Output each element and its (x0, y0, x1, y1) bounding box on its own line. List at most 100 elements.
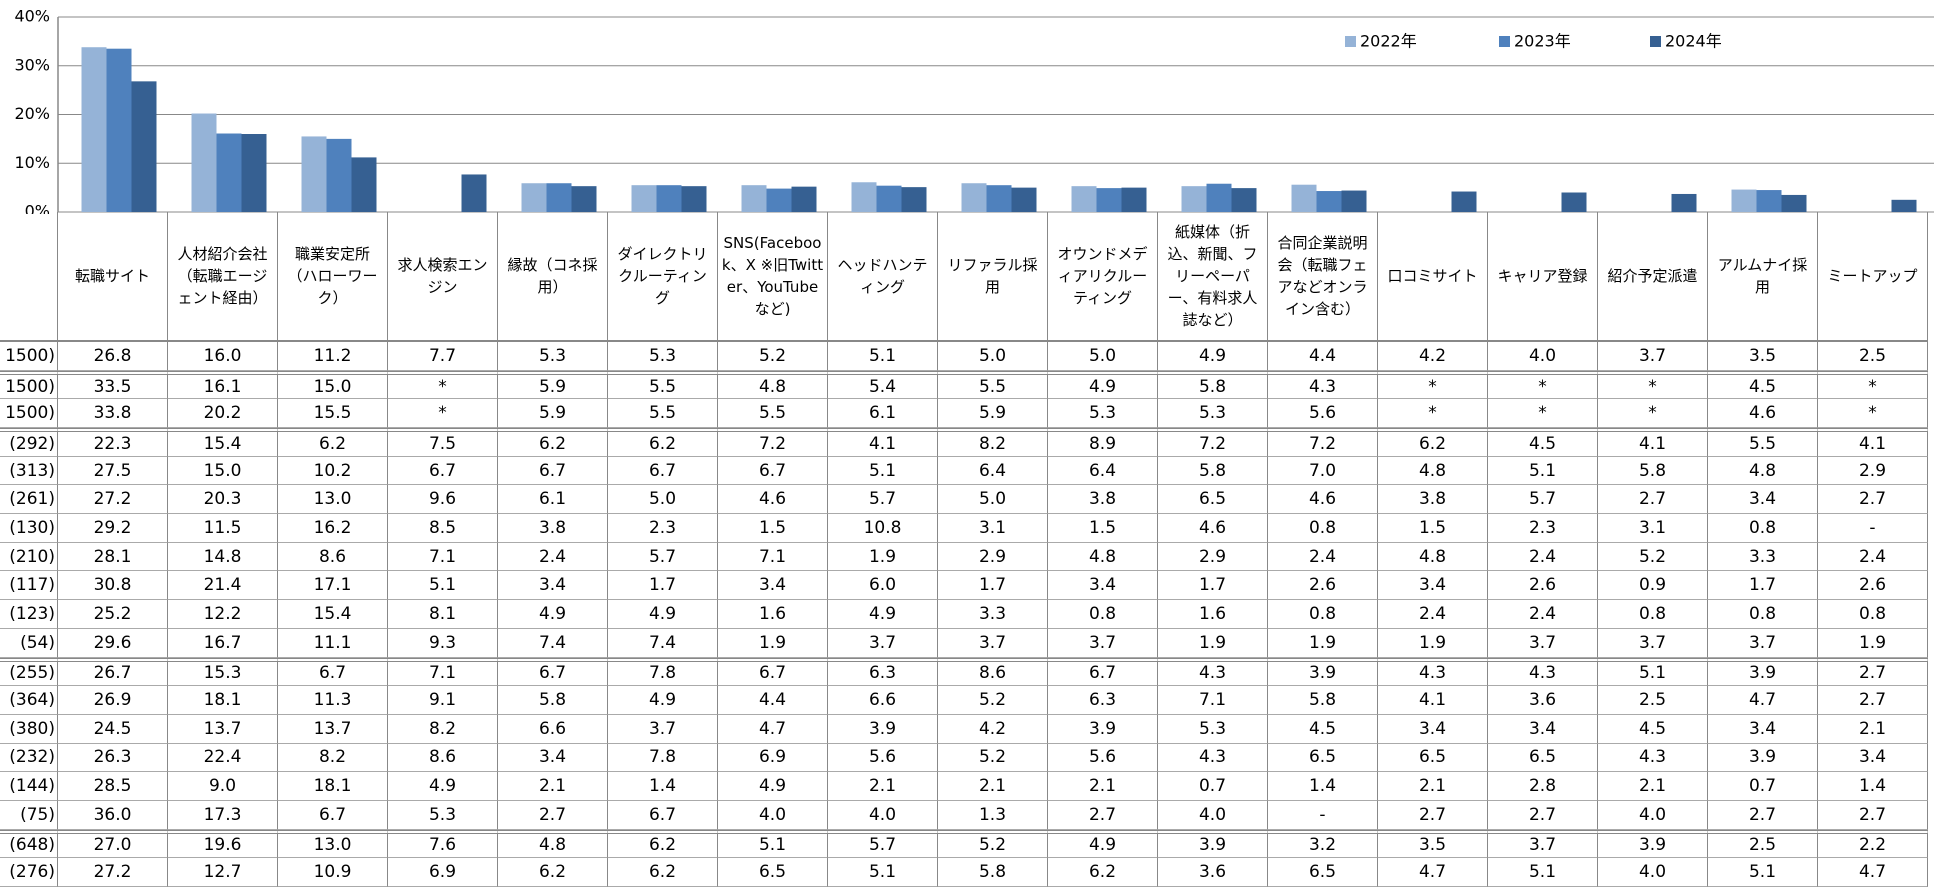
table-cell: 30.8 (58, 571, 168, 601)
table-cell: 10.2 (278, 456, 388, 486)
table-cell: 6.2 (498, 428, 608, 457)
table-cell: 4.8 (1378, 542, 1488, 572)
table-cell: 4.6 (718, 485, 828, 515)
table-cell: 8.2 (278, 743, 388, 773)
table-cell: 5.3 (1158, 714, 1268, 744)
table-cell: 2.7 (1378, 800, 1488, 830)
row-label: (292) (0, 428, 58, 457)
table-cell: 7.8 (608, 743, 718, 773)
bar (241, 134, 267, 212)
table-cell: 3.9 (1268, 657, 1378, 687)
table-cell: 3.7 (1048, 628, 1158, 658)
table-cell: 4.3 (1158, 743, 1268, 773)
table-cell: 7.4 (498, 628, 608, 658)
table-cell: 5.2 (938, 686, 1048, 715)
legend-swatch (1345, 36, 1356, 47)
table-cell: 5.3 (388, 800, 498, 830)
bar (191, 113, 217, 212)
bar (1756, 190, 1782, 212)
bar (351, 157, 377, 212)
table-cell: 4.3 (1158, 657, 1268, 687)
table-cell: 5.5 (938, 370, 1048, 400)
table-cell: * (1488, 399, 1598, 429)
table-cell: * (1488, 370, 1598, 400)
table-cell: 6.6 (828, 686, 938, 715)
table-cell: 5.4 (828, 370, 938, 400)
table-cell: 4.8 (1708, 456, 1818, 486)
column-header: 転職サイト (58, 212, 168, 342)
table-cell: 0.8 (1818, 600, 1928, 629)
table-cell: 2.4 (1488, 600, 1598, 629)
row-label: (117) (0, 571, 58, 601)
table-cell: 16.7 (168, 628, 278, 658)
table-cell: 12.2 (168, 600, 278, 629)
bar (1316, 191, 1342, 212)
table-cell: 2.6 (1488, 571, 1598, 601)
table-cell: 3.9 (1708, 657, 1818, 687)
table-cell: 4.4 (1268, 342, 1378, 371)
table-cell: 2.7 (1818, 485, 1928, 515)
table-cell: 0.9 (1598, 571, 1708, 601)
bar (461, 174, 487, 212)
table-cell: 1.6 (1158, 600, 1268, 629)
table-cell: 2.9 (938, 542, 1048, 572)
table-cell: 6.9 (718, 743, 828, 773)
table-cell: 6.2 (1378, 428, 1488, 457)
table-cell: 4.9 (498, 600, 608, 629)
table-cell: 1.9 (1818, 628, 1928, 658)
table-cell: 1.6 (718, 600, 828, 629)
table-cell: 15.5 (278, 399, 388, 429)
table-cell: 5.8 (498, 686, 608, 715)
table-cell: 7.2 (718, 428, 828, 457)
table-cell: - (1268, 800, 1378, 830)
row-label: 1500) (0, 342, 58, 371)
table-cell: 7.2 (1268, 428, 1378, 457)
table-cell: 5.3 (608, 342, 718, 371)
bar (1206, 183, 1232, 212)
table-cell: 4.0 (1158, 800, 1268, 830)
bar (326, 138, 352, 212)
table-cell: 7.1 (388, 542, 498, 572)
table-cell: 5.0 (938, 342, 1048, 371)
table-cell: 4.5 (1598, 714, 1708, 744)
table-cell: 4.6 (1268, 485, 1378, 515)
row-label: (130) (0, 514, 58, 543)
table-cell: 6.7 (608, 800, 718, 830)
table-cell: 6.7 (498, 456, 608, 486)
table-cell: 5.3 (1048, 399, 1158, 429)
table-cell: 3.4 (498, 571, 608, 601)
table-cell: 4.3 (1488, 657, 1598, 687)
table-cell: 21.4 (168, 571, 278, 601)
table-cell: 1.7 (1708, 571, 1818, 601)
table-cell: 2.2 (1818, 829, 1928, 859)
table-cell: 2.7 (1488, 800, 1598, 830)
bar (1671, 193, 1697, 212)
table-cell: * (1818, 370, 1928, 400)
table-cell: 4.1 (1598, 428, 1708, 457)
bar (1121, 187, 1147, 212)
table-cell: 7.5 (388, 428, 498, 457)
table-cell: 8.2 (388, 714, 498, 744)
table-cell: 0.8 (1048, 600, 1158, 629)
table-cell: 20.2 (168, 399, 278, 429)
table-cell: 0.8 (1268, 514, 1378, 543)
table-cell: 6.5 (1268, 858, 1378, 887)
table-cell: 4.0 (718, 800, 828, 830)
table-cell: 6.7 (388, 456, 498, 486)
table-cell: 14.8 (168, 542, 278, 572)
table-cell: 1.7 (1158, 571, 1268, 601)
table-cell: 2.8 (1488, 772, 1598, 801)
column-header: ミートアップ (1818, 212, 1928, 342)
table-cell: 10.9 (278, 858, 388, 887)
column-header: 紙媒体（折込、新聞、フリーペーパー、有料求人誌など） (1158, 212, 1268, 342)
table-cell: 5.1 (1488, 456, 1598, 486)
bar (1231, 188, 1257, 212)
table-cell: 28.5 (58, 772, 168, 801)
y-tick-label: 20% (14, 104, 50, 123)
bar (131, 81, 157, 212)
table-cell: 2.3 (1488, 514, 1598, 543)
table-cell: 4.7 (718, 714, 828, 744)
table-cell: 6.2 (278, 428, 388, 457)
table-cell: 3.6 (1488, 686, 1598, 715)
row-label: (380) (0, 714, 58, 744)
